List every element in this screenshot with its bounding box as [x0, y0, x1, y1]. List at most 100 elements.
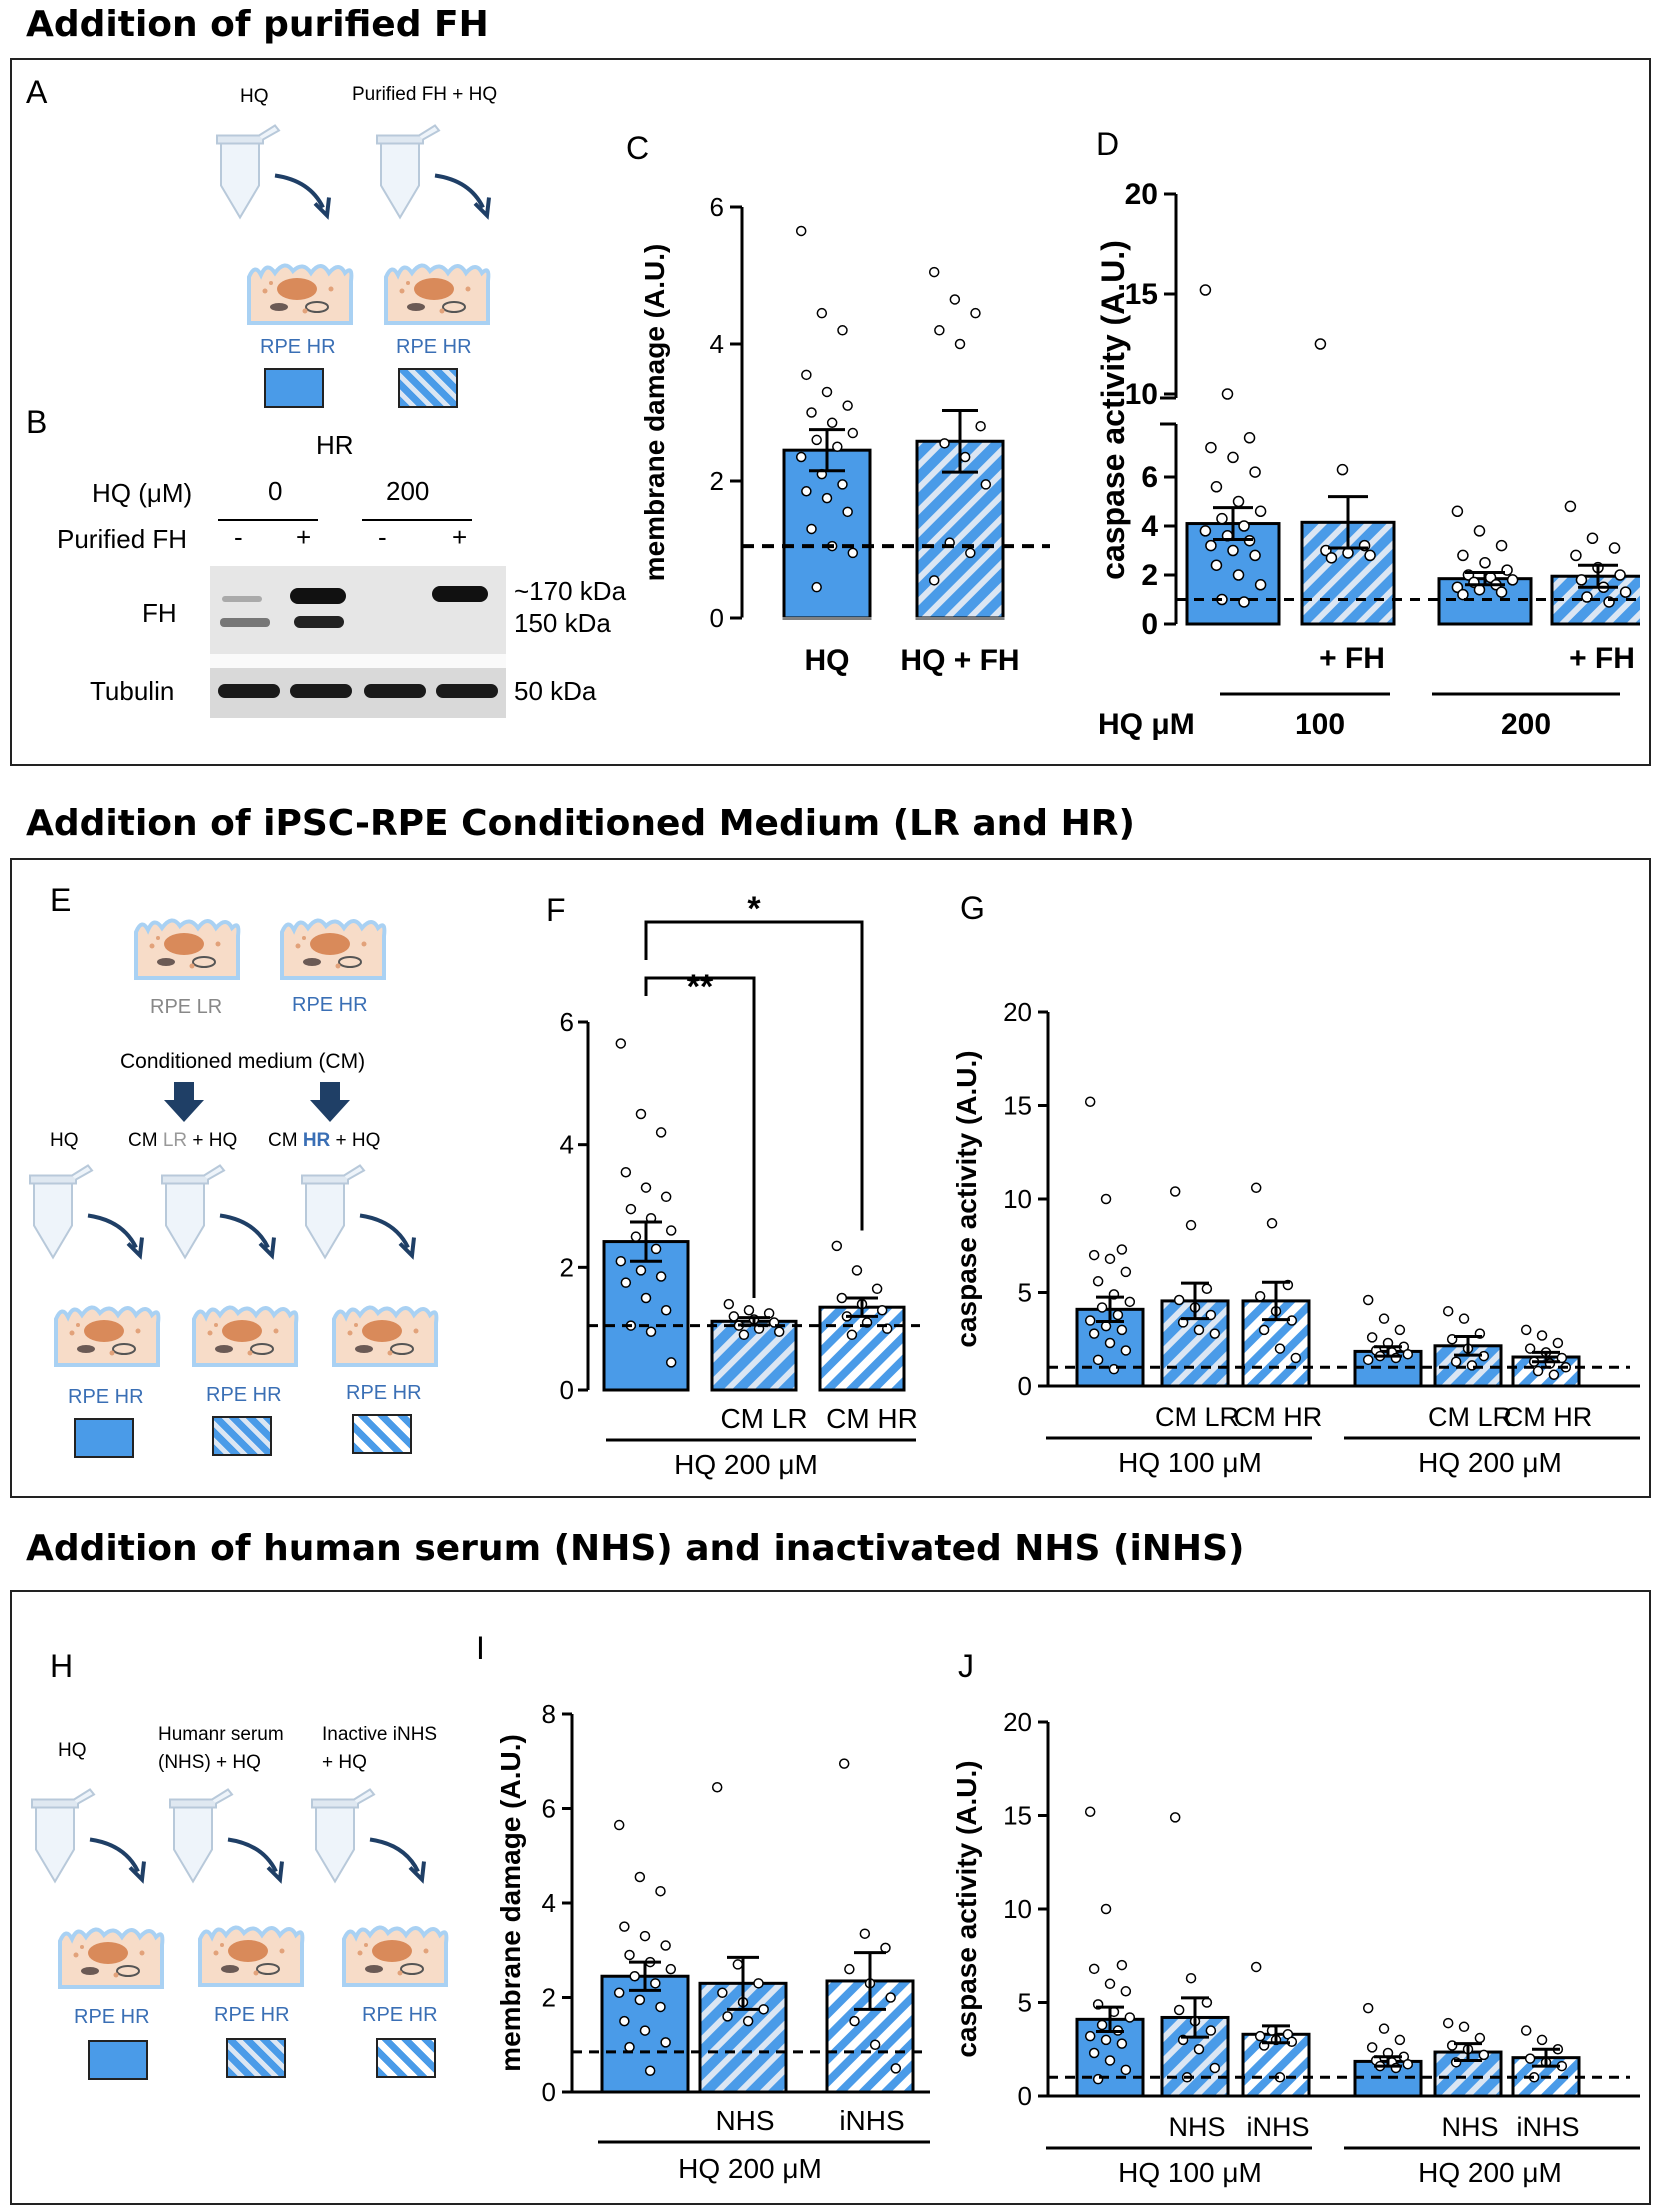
panel-g-letter: G	[960, 890, 985, 926]
data-point	[1120, 2064, 1132, 2076]
data-point	[717, 1987, 728, 1999]
y-tick-label: 0	[710, 603, 724, 633]
data-point	[1362, 1294, 1374, 1306]
data-point	[928, 266, 940, 278]
data-point	[1552, 1337, 1564, 1349]
data-point	[795, 225, 807, 237]
data-point	[836, 1292, 848, 1304]
y-tick-label: 6	[710, 192, 724, 222]
blot-plus: +	[452, 522, 468, 552]
data-point	[939, 438, 950, 449]
down-arrow-icon	[164, 1082, 204, 1122]
blot-underline	[362, 519, 472, 521]
blot-fh-label: Purified FH	[57, 524, 188, 554]
data-point	[1243, 432, 1256, 444]
data-point	[650, 1243, 662, 1255]
group-label: HQ 200 μM	[1418, 1447, 1562, 1478]
data-point	[635, 1265, 647, 1276]
cell-icon	[340, 1912, 450, 1992]
data-point	[1100, 1903, 1112, 1915]
data-point	[655, 1271, 667, 1282]
data-point	[634, 1871, 646, 1883]
y-tick-label: 0	[1018, 2081, 1032, 2111]
data-point	[660, 1940, 671, 1951]
panel-h-cell1-label: RPE HR	[74, 2006, 150, 2028]
group-label: HQ 200 μM	[1418, 2157, 1562, 2188]
data-point	[1254, 579, 1267, 591]
data-point	[1221, 388, 1234, 400]
data-point	[890, 2063, 902, 2074]
data-point	[1619, 586, 1632, 598]
panel-frame-cm	[10, 858, 1651, 1498]
panel-h-t3b-label: + HQ	[322, 1752, 367, 1773]
data-point	[1614, 569, 1626, 581]
data-point	[1402, 2058, 1414, 2070]
chart-i-membrane-damage: 0 2 4 6 8 membrane damage (A.U.) NHS iNHS HQ 200…	[495, 1699, 930, 2184]
y-tick-label: 10	[1125, 378, 1158, 411]
y-tick-label: 5	[1018, 1988, 1032, 2018]
group-label: 100	[1295, 708, 1345, 741]
data-point	[1120, 1345, 1132, 1356]
data-point	[620, 1277, 632, 1288]
panel-e-cell1-label: RPE HR	[68, 1386, 144, 1408]
data-point	[1116, 1324, 1128, 1336]
data-point	[885, 1992, 896, 2003]
data-point	[1199, 284, 1212, 296]
data-point	[1092, 1354, 1104, 1366]
data-point	[1478, 2049, 1490, 2061]
x-tick-label: CM HR	[1504, 1402, 1593, 1432]
x-tick-label: CM LR	[1428, 1402, 1512, 1432]
y-tick-label: 0	[560, 1375, 574, 1405]
panel-e-lr-label: RPE LR	[150, 996, 223, 1018]
data-point	[1124, 2012, 1136, 2023]
y-tick-label: 0	[1141, 608, 1158, 641]
data-point	[665, 1357, 677, 1368]
data-point	[1458, 1313, 1470, 1324]
x-tick-label: CM LR	[720, 1403, 807, 1434]
data-point	[871, 1283, 883, 1295]
panel-e-hr-label: RPE HR	[292, 994, 368, 1016]
y-axis-label: membrane damage (A.U.)	[639, 244, 670, 582]
panel-h-letter: H	[50, 1648, 74, 1684]
group-label: HQ 200 μM	[674, 1449, 818, 1480]
data-point	[1092, 1276, 1104, 1287]
swatch-narrow-stripe	[212, 1416, 272, 1456]
data-point	[722, 2011, 733, 2022]
data-point	[1120, 1266, 1132, 1278]
data-point	[639, 1930, 651, 1942]
data-point	[1362, 2002, 1374, 2014]
data-point	[1442, 2017, 1454, 2029]
data-point	[1185, 1219, 1197, 1231]
data-point	[880, 1942, 891, 1954]
data-point	[859, 1928, 871, 1939]
data-point	[615, 1038, 627, 1049]
cell-icon	[330, 1292, 440, 1372]
tube-icon	[168, 1782, 298, 1892]
data-point	[1209, 1328, 1221, 1339]
data-point	[619, 1921, 630, 1932]
panel-e-t1-label: HQ	[50, 1130, 79, 1151]
data-point	[1586, 532, 1599, 544]
panel-e-t2-label: CM LR + HQ	[128, 1130, 238, 1151]
data-point	[831, 1240, 843, 1252]
y-tick-label: 10	[1003, 1184, 1032, 1214]
data-point	[934, 325, 945, 336]
data-point	[842, 506, 853, 518]
tube-icon	[160, 1158, 290, 1268]
data-point	[655, 1885, 666, 1897]
y-tick-label: 4	[710, 329, 724, 359]
data-point	[665, 1225, 677, 1236]
data-point	[806, 407, 817, 418]
panel-h-t3a-label: Inactive iNHS	[322, 1724, 438, 1745]
data-point	[665, 1963, 677, 1975]
data-point	[1120, 1986, 1132, 1997]
data-point	[773, 1326, 785, 1337]
data-point	[1473, 525, 1486, 537]
data-point	[1457, 588, 1469, 601]
data-point	[1199, 525, 1212, 537]
data-point	[634, 1994, 646, 2006]
x-tick-label: CM HR	[1234, 1402, 1323, 1432]
data-point	[1495, 586, 1508, 598]
x-tick-label: CM LR	[1155, 1402, 1239, 1432]
